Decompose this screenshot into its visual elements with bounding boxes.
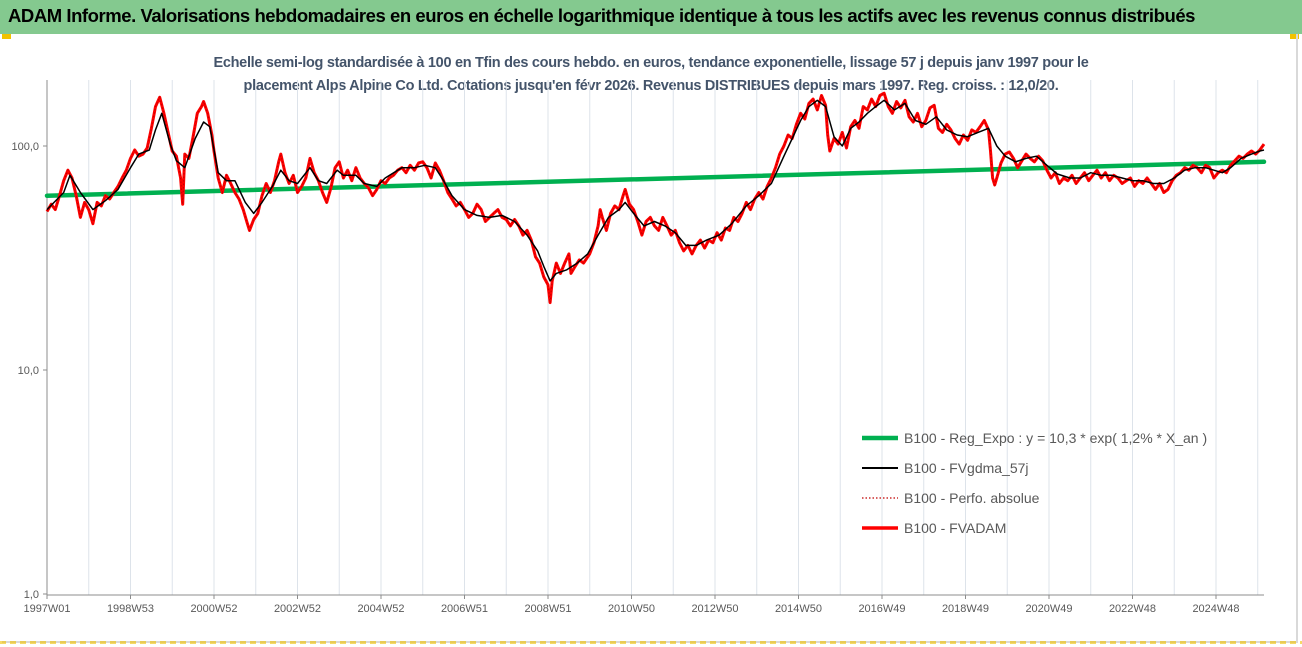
y-tick-label: 100,0 (11, 141, 39, 153)
x-tick-label: 2018W49 (942, 603, 989, 615)
x-tick-label: 2004W52 (357, 603, 404, 615)
x-tick-label: 1997W01 (23, 603, 70, 615)
legend-label: B100 - Perfo. absolue (904, 490, 1040, 506)
chart-title-line-1: Echelle semi-log standardisée à 100 en T… (213, 55, 1089, 71)
x-tick-label: 2002W52 (274, 603, 321, 615)
header-banner: ADAM Informe. Valorisations hebdomadaire… (0, 0, 1302, 34)
x-tick-label: 2014W50 (775, 603, 822, 615)
page-title: ADAM Informe. Valorisations hebdomadaire… (8, 5, 1196, 26)
axes (43, 80, 1264, 599)
x-tick-label: 2010W50 (608, 603, 655, 615)
y-tick-labels: 1,0 10,0 100,0 (11, 141, 39, 601)
legend-label: B100 - Reg_Expo : y = 10,3 * exp( 1,2% *… (904, 430, 1207, 446)
y-tick-label: 10,0 (18, 365, 39, 377)
legend-item-fvgdma-57j: B100 - FVgdma_57j (862, 460, 1029, 476)
series-line-fvadam (45, 91, 1266, 305)
x-tick-label: 2008W51 (524, 603, 571, 615)
corner-marker-top-left (2, 34, 11, 39)
series-line-reg-expo (44, 159, 1267, 198)
x-tick-label: 2006W51 (441, 603, 488, 615)
x-tick-label: 2016W49 (858, 603, 905, 615)
legend: B100 - Reg_Expo : y = 10,3 * exp( 1,2% *… (862, 430, 1207, 536)
y-tick-label: 1,0 (24, 589, 39, 601)
x-tick-labels: 1997W01 1998W53 2000W52 2002W52 2004W52 2006W… (23, 603, 1239, 615)
chart-title: Echelle semi-log standardisée à 100 en T… (140, 52, 1162, 98)
x-tick-label: 2000W52 (190, 603, 237, 615)
series-line-fvgdma-57j (46, 99, 1265, 282)
bottom-dashed-rule (0, 641, 1302, 644)
x-tick-label: 2024W48 (1192, 603, 1239, 615)
legend-label: B100 - FVADAM (904, 520, 1006, 536)
legend-item-fvadam: B100 - FVADAM (862, 520, 1006, 536)
series-line-perfo-absolue (46, 92, 1265, 303)
x-tick-label: 2012W50 (691, 603, 738, 615)
legend-item-perfo-absolue: B100 - Perfo. absolue (862, 490, 1040, 506)
x-tick-label: 2020W49 (1025, 603, 1072, 615)
x-tick-label: 1998W53 (107, 603, 154, 615)
x-tick-label: 2022W48 (1109, 603, 1156, 615)
legend-item-reg-expo: B100 - Reg_Expo : y = 10,3 * exp( 1,2% *… (862, 430, 1207, 446)
legend-label: B100 - FVgdma_57j (904, 460, 1029, 476)
gridlines (46, 80, 1259, 595)
corner-marker-top-right (1290, 34, 1299, 39)
chart-title-line-2: placement Alps Alpine Co Ltd. Cotations … (243, 78, 1059, 94)
series-lines (44, 91, 1267, 305)
